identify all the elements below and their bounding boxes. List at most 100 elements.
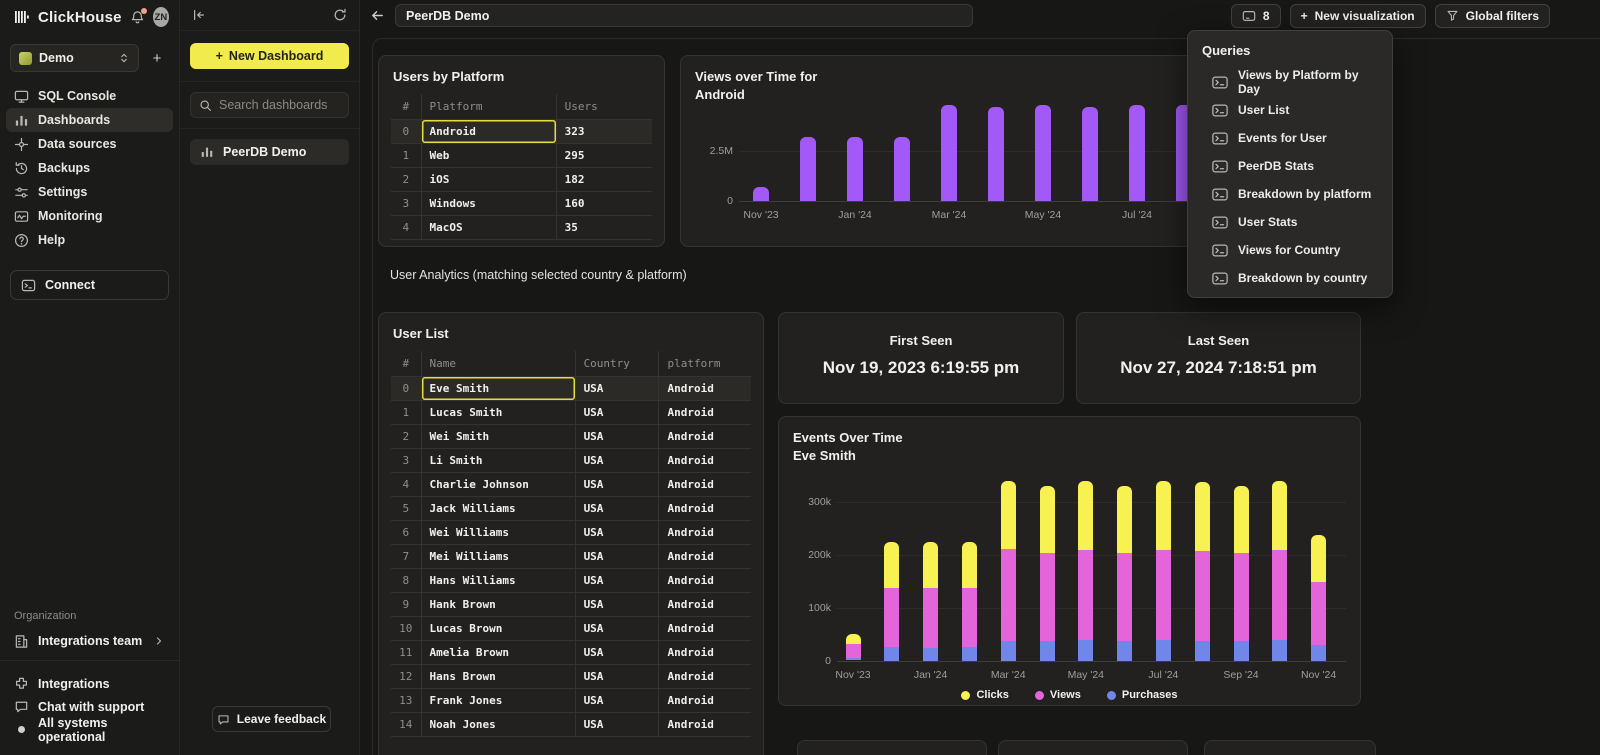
queries-count-button[interactable]: 8 <box>1230 3 1281 28</box>
query-item-user-stats[interactable]: User Stats <box>1202 208 1378 236</box>
table-cell[interactable]: Android <box>658 376 751 401</box>
x-axis-tick: Nov '23 <box>743 209 779 221</box>
table-cell[interactable]: Android <box>658 448 751 473</box>
refresh-icon[interactable] <box>333 8 347 22</box>
table-cell[interactable]: USA <box>575 616 660 641</box>
table-cell[interactable]: Hank Brown <box>421 592 576 617</box>
chevron-right-icon <box>153 635 165 647</box>
sidebar-item-help[interactable]: Help <box>6 228 173 252</box>
add-workspace-button[interactable]: + <box>152 49 162 67</box>
table-cell[interactable]: Android <box>658 424 751 449</box>
table-cell[interactable]: Eve Smith <box>421 376 576 401</box>
table-cell[interactable]: Android <box>658 520 751 545</box>
table-cell[interactable]: USA <box>575 424 660 449</box>
table-cell[interactable]: Li Smith <box>421 448 576 473</box>
table-cell[interactable]: Wei Williams <box>421 520 576 545</box>
leave-feedback-button[interactable]: Leave feedback <box>212 706 331 732</box>
sidebar-item-integrations-team[interactable]: Integrations team <box>6 628 173 654</box>
table-cell[interactable]: USA <box>575 640 660 665</box>
table-cell[interactable]: Android <box>658 640 751 665</box>
dashboard-list-item[interactable]: PeerDB Demo <box>190 139 349 165</box>
table-cell[interactable]: USA <box>575 496 660 521</box>
table-cell[interactable]: Android <box>658 544 751 569</box>
row-index: 13 <box>391 688 422 713</box>
table-cell[interactable]: Android <box>658 712 751 737</box>
connect-button[interactable]: Connect <box>10 270 169 300</box>
table-cell[interactable]: Hans Williams <box>421 568 576 593</box>
sidebar-item-sql-console[interactable]: SQL Console <box>6 84 173 108</box>
workspace-select[interactable]: Demo <box>10 44 139 72</box>
table-cell[interactable]: USA <box>575 400 660 425</box>
table-cell[interactable]: Lucas Brown <box>421 616 576 641</box>
dashboard-search[interactable] <box>190 92 349 118</box>
table-cell[interactable]: USA <box>575 664 660 689</box>
sidebar-item-integrations[interactable]: Integrations <box>6 672 173 695</box>
avatar[interactable]: ZN <box>152 7 169 27</box>
table-cell[interactable]: MacOS <box>421 215 557 240</box>
table-cell[interactable]: USA <box>575 520 660 545</box>
collapse-panel-icon[interactable] <box>192 8 206 22</box>
gridline <box>739 151 1373 152</box>
table-cell[interactable]: Charlie Johnson <box>421 472 576 497</box>
table-cell[interactable]: 323 <box>556 119 652 144</box>
dashboard-title-input[interactable] <box>395 4 973 27</box>
table-cell[interactable]: Android <box>658 592 751 617</box>
chart-title: Events Over Time <box>793 430 903 445</box>
table-cell[interactable]: Windows <box>421 191 557 216</box>
new-dashboard-button[interactable]: + New Dashboard <box>190 43 349 69</box>
stat-label: First Seen <box>889 333 953 348</box>
query-item-views-for-country[interactable]: Views for Country <box>1202 236 1378 264</box>
users-by-platform-panel: Users by Platform # Platform Users 0 Android… <box>378 55 665 247</box>
query-item-user-list[interactable]: User List <box>1202 96 1378 124</box>
sidebar-item-backups[interactable]: Backups <box>6 156 173 180</box>
sidebar-item-data-sources[interactable]: Data sources <box>6 132 173 156</box>
table-cell[interactable]: Lucas Smith <box>421 400 576 425</box>
table-cell[interactable]: 160 <box>556 191 652 216</box>
table-cell[interactable]: USA <box>575 376 660 401</box>
table-cell[interactable]: USA <box>575 544 660 569</box>
table-cell[interactable]: Amelia Brown <box>421 640 576 665</box>
stacked-bar-aug-24 <box>1194 482 1210 661</box>
table-cell[interactable]: Mei Williams <box>421 544 576 569</box>
table-cell[interactable]: Android <box>658 472 751 497</box>
table-cell[interactable]: Android <box>658 664 751 689</box>
query-item-events-for-user[interactable]: Events for User <box>1202 124 1378 152</box>
query-item-views-by-platform-by-day[interactable]: Views by Platform by Day <box>1202 68 1378 96</box>
table-cell[interactable]: 182 <box>556 167 652 192</box>
sidebar-item-chat-with-support[interactable]: Chat with support <box>6 695 173 718</box>
notifications-bell-icon[interactable] <box>130 7 147 25</box>
table-cell[interactable]: Noah Jones <box>421 712 576 737</box>
search-input[interactable] <box>219 98 339 112</box>
table-cell[interactable]: iOS <box>421 167 557 192</box>
table-cell[interactable]: USA <box>575 472 660 497</box>
table-cell[interactable]: Android <box>658 568 751 593</box>
sidebar-item-dashboards[interactable]: Dashboards <box>6 108 173 132</box>
table-cell[interactable]: Android <box>658 496 751 521</box>
table-cell[interactable]: Wei Smith <box>421 424 576 449</box>
table-cell[interactable]: USA <box>575 592 660 617</box>
table-cell[interactable]: USA <box>575 688 660 713</box>
table-cell[interactable]: 295 <box>556 143 652 168</box>
table-cell[interactable]: Android <box>658 688 751 713</box>
table-cell[interactable]: Android <box>421 119 557 144</box>
back-arrow-icon[interactable] <box>370 8 385 23</box>
table-cell[interactable]: 35 <box>556 215 652 240</box>
table-cell[interactable]: USA <box>575 712 660 737</box>
table-cell[interactable]: USA <box>575 448 660 473</box>
table-cell[interactable]: Jack Williams <box>421 496 576 521</box>
sidebar-item-all-systems-operational[interactable]: All systems operational <box>6 716 173 744</box>
sidebar-item-monitoring[interactable]: Monitoring <box>6 204 173 228</box>
new-visualization-button[interactable]: + New visualization <box>1289 3 1426 28</box>
table-cell[interactable]: Android <box>658 616 751 641</box>
table-cell[interactable]: USA <box>575 568 660 593</box>
table-cell[interactable]: Android <box>658 400 751 425</box>
query-item-peerdb-stats[interactable]: PeerDB Stats <box>1202 152 1378 180</box>
table-cell[interactable]: Web <box>421 143 557 168</box>
table-cell[interactable]: Frank Jones <box>421 688 576 713</box>
sidebar-item-settings[interactable]: Settings <box>6 180 173 204</box>
query-item-breakdown-by-country[interactable]: Breakdown by country <box>1202 264 1378 292</box>
table-cell[interactable]: Hans Brown <box>421 664 576 689</box>
global-filters-button[interactable]: Global filters <box>1434 3 1550 28</box>
terminal-icon <box>1212 244 1228 257</box>
query-item-breakdown-by-platform[interactable]: Breakdown by platform <box>1202 180 1378 208</box>
